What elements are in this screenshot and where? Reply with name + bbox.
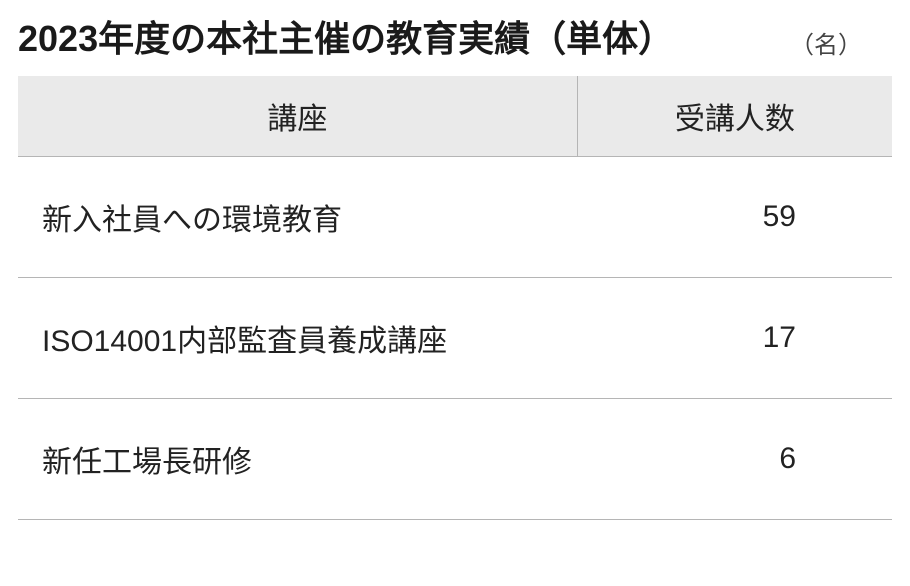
cell-course: 新入社員への環境教育 (18, 157, 577, 278)
cell-count: 59 (577, 157, 892, 278)
table-row: 新入社員への環境教育 59 (18, 157, 892, 278)
cell-course: ISO14001内部監査員養成講座 (18, 278, 577, 399)
table-body: 新入社員への環境教育 59 ISO14001内部監査員養成講座 17 新任工場長… (18, 157, 892, 520)
cell-course: 新任工場長研修 (18, 399, 577, 520)
cell-count: 17 (577, 278, 892, 399)
cell-count: 6 (577, 399, 892, 520)
training-table: 講座 受講人数 新入社員への環境教育 59 ISO14001内部監査員養成講座 … (18, 76, 892, 520)
column-header-course: 講座 (18, 76, 577, 157)
table-header-row: 講座 受講人数 (18, 76, 892, 157)
column-header-count: 受講人数 (577, 76, 892, 157)
header-row: 2023年度の本社主催の教育実績（単体） （名） (18, 10, 892, 62)
unit-label: （名） (790, 25, 892, 62)
table-row: ISO14001内部監査員養成講座 17 (18, 278, 892, 399)
table-row: 新任工場長研修 6 (18, 399, 892, 520)
page-title: 2023年度の本社主催の教育実績（単体） (18, 10, 674, 62)
